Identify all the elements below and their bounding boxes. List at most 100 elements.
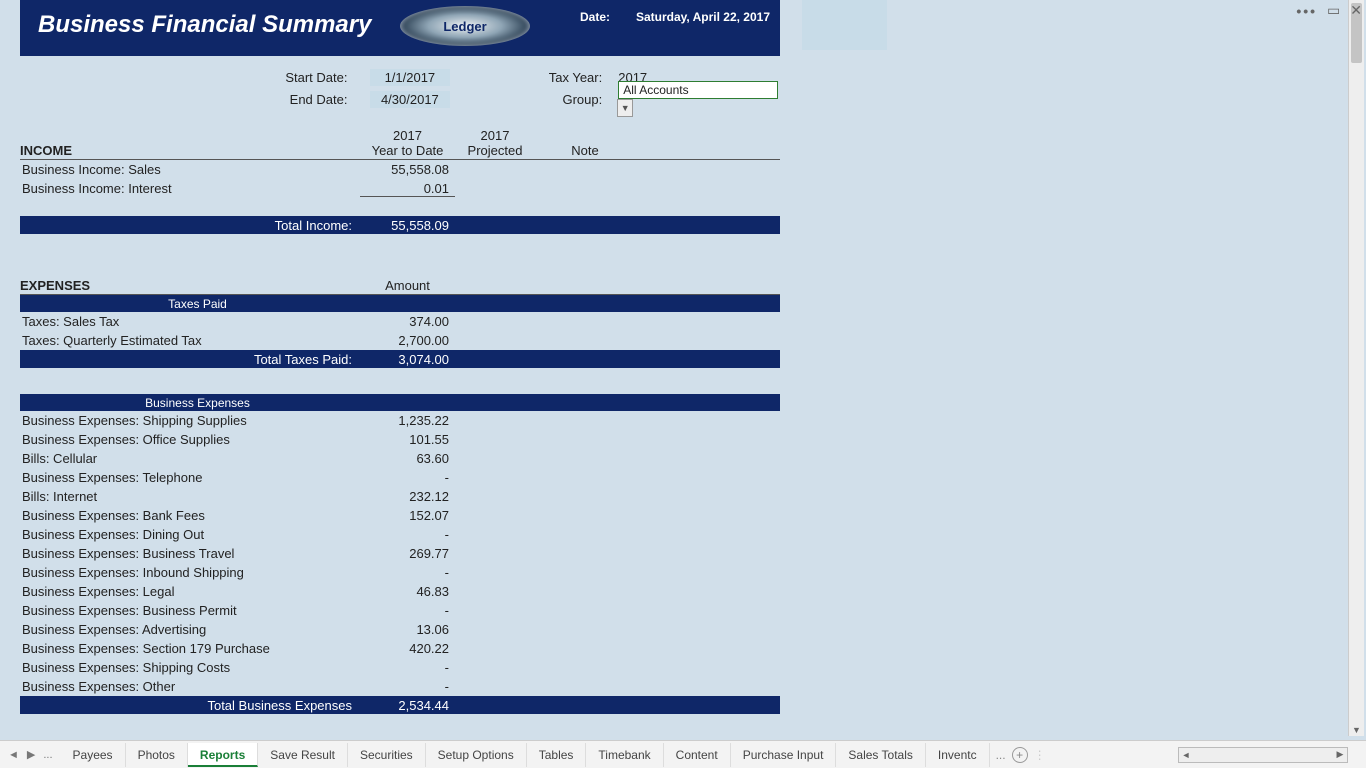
bizexp-row: Business Expenses: Shipping Supplies1,23…: [20, 411, 780, 430]
sheet-tab-tables[interactable]: Tables: [527, 743, 587, 767]
bizexp-row: Bills: Internet232.12: [20, 487, 780, 506]
report-title: Business Financial Summary: [38, 11, 371, 39]
sheet-tab-purchase-input[interactable]: Purchase Input: [731, 743, 837, 767]
expenses-heading: EXPENSES: [20, 278, 360, 293]
hscroll-left-icon[interactable]: ◄: [1179, 750, 1193, 760]
close-window-icon[interactable]: ✕: [1350, 2, 1362, 19]
bizexp-row-value: 420.22: [360, 641, 455, 656]
total-income-value: 55,558.09: [370, 218, 455, 233]
taxes-row: Taxes: Sales Tax374.00: [20, 312, 780, 331]
bizexp-row-label: Business Expenses: Office Supplies: [20, 432, 360, 447]
bizexp-row: Business Expenses: Business Permit-: [20, 601, 780, 620]
sheet-tab-payees[interactable]: Payees: [61, 743, 126, 767]
total-taxes-label: Total Taxes Paid:: [20, 352, 370, 367]
bizexp-row-label: Business Expenses: Bank Fees: [20, 508, 360, 523]
expenses-section: EXPENSES Amount Taxes Paid Taxes: Sales …: [20, 252, 780, 714]
bizexp-row: Business Expenses: Business Travel269.77: [20, 544, 780, 563]
start-date-input[interactable]: 1/1/2017: [370, 69, 450, 86]
new-sheet-icon[interactable]: +: [1012, 747, 1028, 763]
bizexp-row-label: Business Expenses: Inbound Shipping: [20, 565, 360, 580]
bizexp-row-label: Business Expenses: Section 179 Purchase: [20, 641, 360, 656]
sheet-tab-content[interactable]: Content: [664, 743, 731, 767]
sheet-tab-sales-totals[interactable]: Sales Totals: [836, 743, 925, 767]
bizexp-row-label: Business Expenses: Dining Out: [20, 527, 360, 542]
bizexp-row-value: -: [360, 565, 455, 580]
bizexp-row-value: -: [360, 527, 455, 542]
ribbon-options-icon[interactable]: •••: [1296, 3, 1317, 19]
bizexp-row-value: -: [360, 603, 455, 618]
bizexp-row: Bills: Cellular63.60: [20, 449, 780, 468]
bizexp-row: Business Expenses: Shipping Costs-: [20, 658, 780, 677]
bizexp-row: Business Expenses: Advertising13.06: [20, 620, 780, 639]
sheet-tab-reports[interactable]: Reports: [188, 743, 258, 767]
sheet-tab-securities[interactable]: Securities: [348, 743, 426, 767]
tab-overflow[interactable]: ...: [996, 748, 1006, 762]
bizexp-row: Business Expenses: Inbound Shipping-: [20, 563, 780, 582]
bizexp-row-label: Business Expenses: Legal: [20, 584, 360, 599]
sheet-tab-setup-options[interactable]: Setup Options: [426, 743, 527, 767]
bizexp-row: Business Expenses: Dining Out-: [20, 525, 780, 544]
bizexp-row-value: 101.55: [360, 432, 455, 447]
report-viewport: Business Financial Summary Ledger Date: …: [20, 0, 1336, 736]
sheet-tab-save-result[interactable]: Save Result: [258, 743, 348, 767]
total-taxes-value: 3,074.00: [370, 352, 455, 367]
taxes-row-value: 2,700.00: [360, 333, 455, 348]
sheet-tab-inventc[interactable]: Inventc: [926, 743, 990, 767]
bizexp-row-value: 13.06: [360, 622, 455, 637]
group-label: Group:: [454, 92, 612, 107]
total-income-bar: Total Income: 55,558.09: [20, 216, 780, 234]
group-select[interactable]: All Accounts: [618, 81, 778, 99]
tab-nav-next-icon[interactable]: ▶: [27, 748, 35, 761]
bizexp-row-value: 269.77: [360, 546, 455, 561]
taxes-row-value: 374.00: [360, 314, 455, 329]
bizexp-row: Business Expenses: Telephone-: [20, 468, 780, 487]
taxes-row: Taxes: Quarterly Estimated Tax2,700.00: [20, 331, 780, 350]
scroll-down-icon[interactable]: ▼: [1349, 725, 1364, 735]
end-date-label: End Date:: [20, 92, 365, 107]
total-bizexp-value: 2,534.44: [370, 698, 455, 713]
hscroll-right-icon[interactable]: ▶: [1333, 749, 1347, 760]
income-year2: 2017: [455, 128, 535, 143]
bizexp-row-value: -: [360, 660, 455, 675]
income-col-note: Note: [535, 143, 635, 158]
horizontal-scrollbar[interactable]: ◄ ▶: [1178, 747, 1348, 763]
income-col-ytd: Year to Date: [360, 143, 455, 158]
taxes-subhead: Taxes Paid: [20, 295, 780, 312]
sheet-tab-photos[interactable]: Photos: [126, 743, 188, 767]
total-bizexp-bar: Total Business Expenses 2,534.44: [20, 696, 780, 714]
bizexp-row-label: Business Expenses: Shipping Supplies: [20, 413, 360, 428]
group-dropdown-icon[interactable]: ▼: [617, 99, 633, 117]
bizexp-row-value: -: [360, 470, 455, 485]
restore-window-icon[interactable]: ▭: [1327, 2, 1340, 19]
date-label: Date:: [580, 10, 610, 24]
income-heading: INCOME: [20, 143, 360, 158]
bizexp-row-label: Business Expenses: Business Permit: [20, 603, 360, 618]
bizexp-row-label: Bills: Cellular: [20, 451, 360, 466]
bizexp-subhead: Business Expenses: [20, 394, 780, 411]
income-year1: 2017: [360, 128, 455, 143]
income-row-value: 0.01: [360, 181, 455, 197]
bizexp-row-value: 152.07: [360, 508, 455, 523]
report-banner: Business Financial Summary Ledger Date: …: [20, 0, 780, 56]
bizexp-row: Business Expenses: Other-: [20, 677, 780, 696]
bizexp-row-value: 63.60: [360, 451, 455, 466]
amount-col: Amount: [360, 278, 455, 293]
end-date-input[interactable]: 4/30/2017: [370, 91, 450, 108]
income-section: 2017 2017 INCOME Year to Date Projected …: [20, 128, 780, 234]
tab-nav-first-icon[interactable]: ◄: [8, 749, 19, 761]
date-value: Saturday, April 22, 2017: [636, 10, 770, 24]
income-col-proj: Projected: [455, 143, 535, 158]
bizexp-row: Business Expenses: Section 179 Purchase4…: [20, 639, 780, 658]
filter-section: Start Date: 1/1/2017 Tax Year: 2017 End …: [20, 66, 780, 110]
bizexp-row-label: Bills: Internet: [20, 489, 360, 504]
sheet-tab-timebank[interactable]: Timebank: [586, 743, 663, 767]
bizexp-row: Business Expenses: Bank Fees152.07: [20, 506, 780, 525]
income-row: Business Income: Sales55,558.08: [20, 160, 780, 179]
income-row: Business Income: Interest0.01: [20, 179, 780, 198]
tab-nav-ellipsis[interactable]: ...: [43, 749, 52, 761]
bizexp-row-value: 232.12: [360, 489, 455, 504]
total-income-label: Total Income:: [20, 218, 370, 233]
bizexp-row-label: Business Expenses: Shipping Costs: [20, 660, 360, 675]
bizexp-row-label: Business Expenses: Telephone: [20, 470, 360, 485]
vertical-scrollbar[interactable]: ▲ ▼: [1348, 0, 1364, 736]
